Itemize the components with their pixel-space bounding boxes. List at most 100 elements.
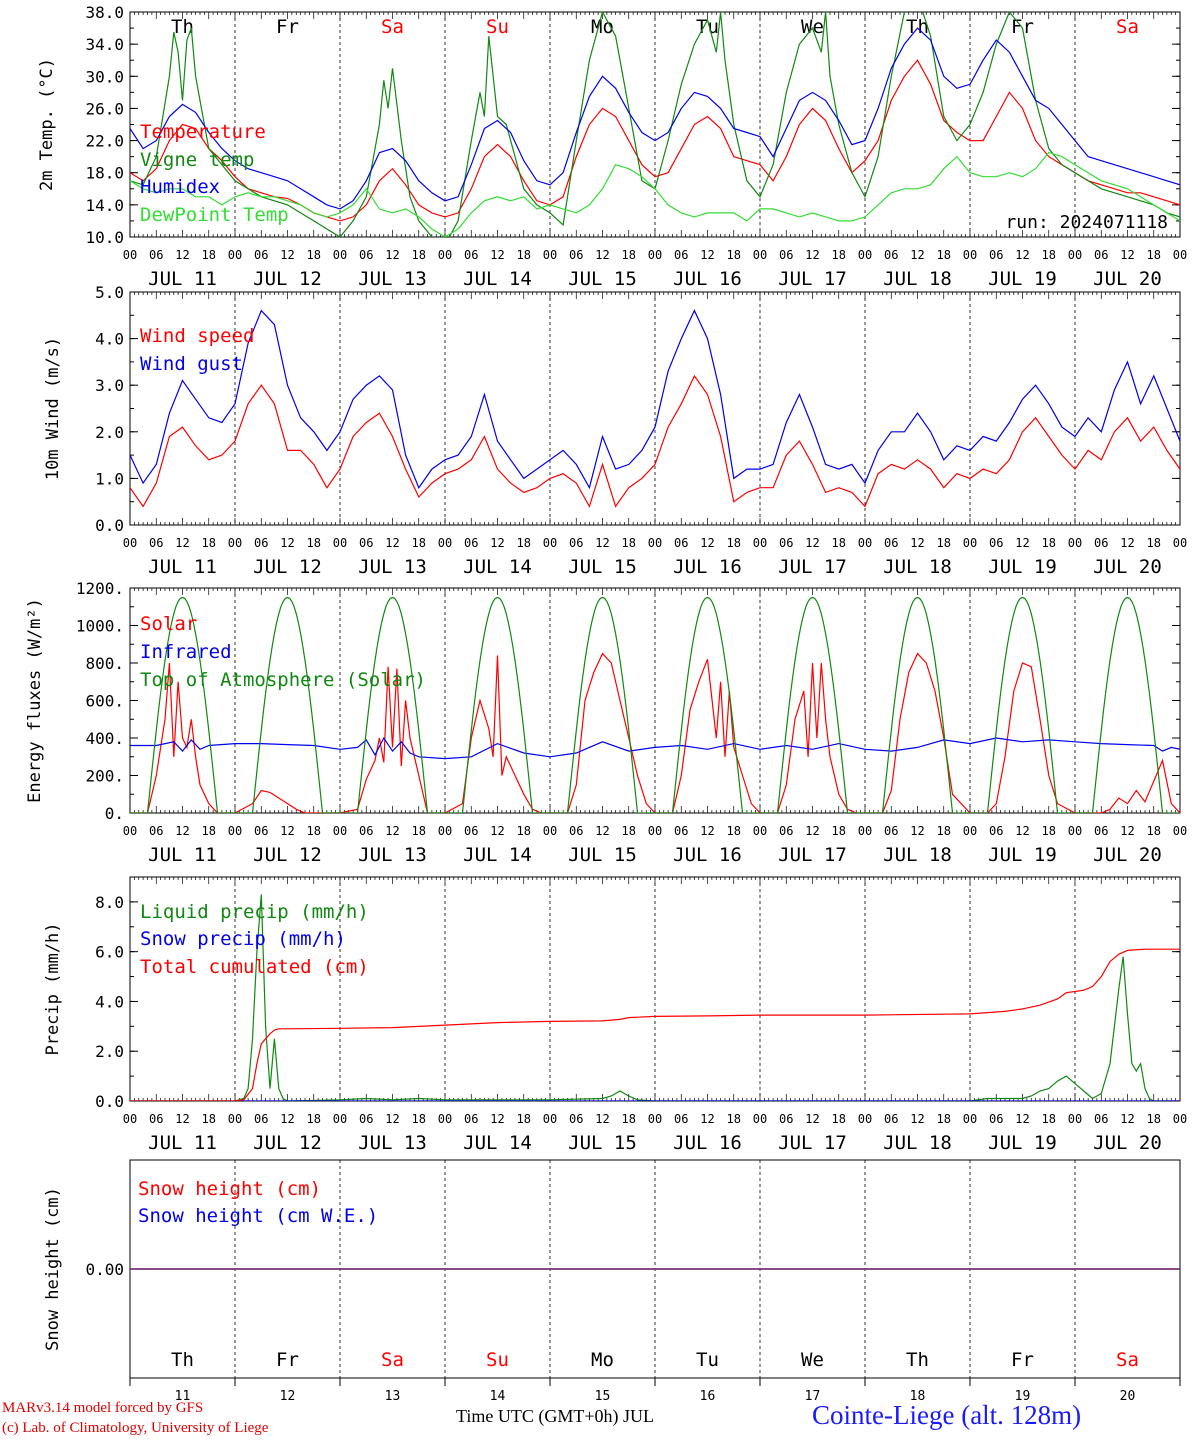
hour-tick-label: 06 <box>989 1112 1003 1126</box>
y-tick-label: 4.0 <box>95 992 124 1011</box>
hour-tick-label: 06 <box>884 824 898 838</box>
series-group <box>130 894 1180 1101</box>
hour-tick-label: 12 <box>1120 1112 1134 1126</box>
hour-tick-label: 00 <box>963 536 977 550</box>
date-label: JUL 16 <box>673 1132 742 1154</box>
y-tick-label: 800. <box>85 654 124 673</box>
legend-entry: Solar <box>140 613 197 635</box>
y-axis-title: Energy fluxes (W/m²) <box>25 598 45 803</box>
date-label: JUL 15 <box>568 844 637 866</box>
hour-tick-label: 18 <box>517 1112 531 1126</box>
weekday-label: Tu <box>696 16 719 38</box>
hour-tick-label: 00 <box>228 1112 242 1126</box>
hour-tick-label: 12 <box>595 248 609 262</box>
hour-tick-label: 00 <box>1173 248 1187 262</box>
hour-tick-label: 00 <box>648 248 662 262</box>
legend-entry: Snow height (cm W.E.) <box>138 1205 378 1227</box>
series-group <box>130 12 1180 237</box>
date-label: JUL 12 <box>253 844 322 866</box>
day-number-label: 18 <box>910 1389 926 1404</box>
hour-tick-label: 06 <box>1094 248 1108 262</box>
hour-tick-label: 00 <box>543 536 557 550</box>
hour-tick-label: 00 <box>1173 536 1187 550</box>
legend-entry: Temperature <box>140 121 266 143</box>
hour-tick-label: 12 <box>910 536 924 550</box>
hour-tick-label: 18 <box>622 824 636 838</box>
weekday-label: Sa <box>381 16 404 38</box>
legend-entry: Snow height (cm) <box>138 1178 321 1200</box>
hour-tick-label: 12 <box>700 824 714 838</box>
date-label: JUL 17 <box>778 1132 847 1154</box>
hour-tick-label: 06 <box>254 824 268 838</box>
hour-tick-label: 00 <box>438 536 452 550</box>
hour-tick-label: 06 <box>989 248 1003 262</box>
hour-tick-label: 18 <box>727 536 741 550</box>
date-label: JUL 11 <box>148 1132 217 1154</box>
hour-tick-label: 00 <box>333 248 347 262</box>
hour-tick-label: 06 <box>779 536 793 550</box>
date-label: JUL 14 <box>463 844 532 866</box>
hour-tick-label: 06 <box>1094 824 1108 838</box>
y-tick-label: 400. <box>85 729 124 748</box>
hour-tick-label: 12 <box>385 1112 399 1126</box>
hour-tick-label: 18 <box>202 248 216 262</box>
date-label: JUL 11 <box>148 844 217 866</box>
hour-tick-label: 18 <box>1042 1112 1056 1126</box>
weekday-label: Sa <box>1116 1349 1139 1371</box>
weekday-label: Mo <box>591 1349 614 1371</box>
day-number-label: 16 <box>700 1389 716 1404</box>
hour-tick-label: 00 <box>753 824 767 838</box>
date-label: JUL 13 <box>358 556 427 578</box>
hour-tick-label: 18 <box>832 536 846 550</box>
hour-tick-label: 00 <box>438 248 452 262</box>
panel-2: 0.0 1.0 2.0 3.0 4.0 5.0 10m Wind (m/s) 00 06 12 18… <box>43 283 1187 578</box>
weekday-label: Fr <box>1011 16 1034 38</box>
hour-tick-label: 06 <box>359 1112 373 1126</box>
hour-tick-label: 12 <box>700 536 714 550</box>
date-label: JUL 16 <box>673 556 742 578</box>
hour-tick-label: 06 <box>884 1112 898 1126</box>
station-name: Cointe-Liege (alt. 128m) <box>812 1400 1082 1430</box>
y-axis-title: Snow height (cm) <box>43 1187 63 1351</box>
hour-tick-label: 18 <box>517 824 531 838</box>
series-line <box>130 736 1180 760</box>
hour-tick-label: 06 <box>884 248 898 262</box>
hour-tick-label: 12 <box>1015 1112 1029 1126</box>
y-tick-label: 14.0 <box>85 196 124 215</box>
hour-tick-label: 06 <box>359 824 373 838</box>
plot-frame <box>129 587 1181 814</box>
day-number-label: 19 <box>1015 1389 1031 1404</box>
legend-entry: Infrared <box>140 641 232 663</box>
hour-tick-label: 00 <box>333 824 347 838</box>
y-tick-label: 3.0 <box>95 376 124 395</box>
y-tick-label: 1000. <box>76 617 124 636</box>
y-tick-label: 0.0 <box>95 1092 124 1111</box>
hour-tick-label: 18 <box>517 536 531 550</box>
hour-tick-label: 18 <box>727 248 741 262</box>
y-tick-label: 200. <box>85 767 124 786</box>
date-label: JUL 20 <box>1093 1132 1162 1154</box>
series-line <box>130 151 1180 237</box>
date-label: JUL 20 <box>1093 844 1162 866</box>
y-tick-label: 26.0 <box>85 99 124 118</box>
weekday-label: We <box>801 1349 824 1371</box>
y-tick-label: 10.0 <box>85 228 124 247</box>
hour-tick-label: 00 <box>858 1112 872 1126</box>
hour-tick-label: 06 <box>674 248 688 262</box>
hour-tick-label: 12 <box>910 824 924 838</box>
hour-tick-label: 18 <box>727 824 741 838</box>
hour-tick-label: 06 <box>254 536 268 550</box>
panel-5: 0.00 Snow height (cm) Th Fr Sa Su Mo Tu We Th Fr Sa… <box>43 1159 1181 1404</box>
y-tick-label: 1200. <box>76 579 124 598</box>
lab-credit: (c) Lab. of Climatology, University of L… <box>2 1420 269 1436</box>
hour-tick-label: 00 <box>858 536 872 550</box>
hour-tick-label: 18 <box>307 1112 321 1126</box>
hour-tick-label: 18 <box>1147 248 1161 262</box>
hour-tick-label: 12 <box>1120 248 1134 262</box>
hour-tick-label: 06 <box>464 536 478 550</box>
y-tick-label: 1.0 <box>95 469 124 488</box>
hour-tick-label: 12 <box>595 536 609 550</box>
panel-4: 0.0 2.0 4.0 6.0 8.0 Precip (mm/h) 00 06 12 18 00 06… <box>43 876 1187 1154</box>
series-line <box>130 12 1180 237</box>
